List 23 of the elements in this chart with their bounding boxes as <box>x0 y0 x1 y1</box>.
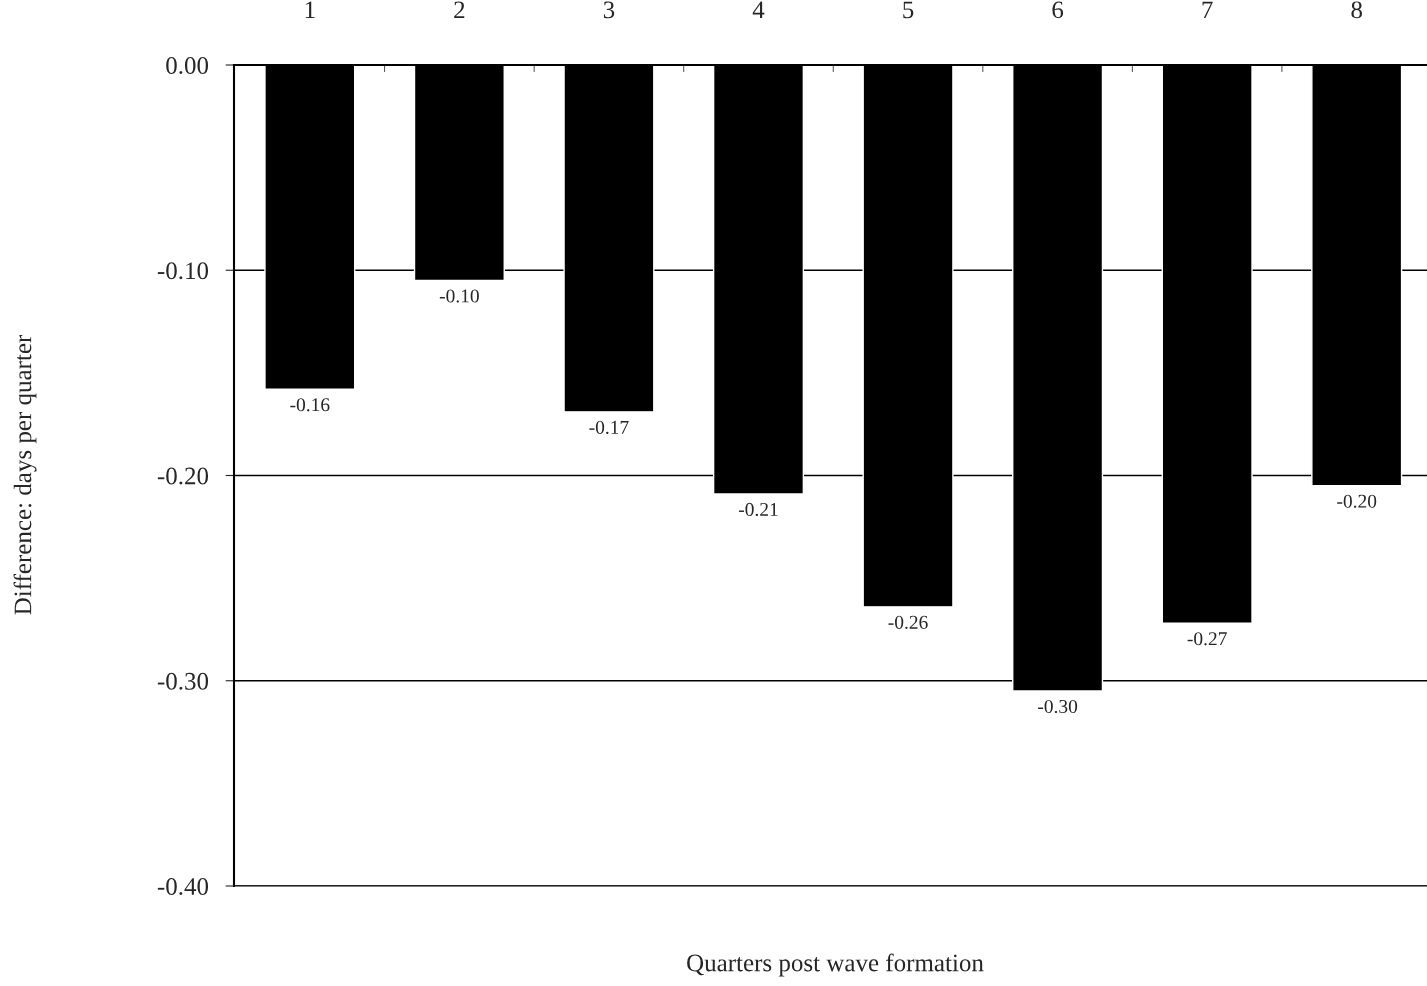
y-tick-label: -0.10 <box>157 262 209 280</box>
x-axis-title: Quarters post wave formation <box>687 953 984 977</box>
y-axis-title: Difference: days per quarter <box>13 334 37 615</box>
x-tick-label: 2 <box>454 1 465 19</box>
x-tick-label: 5 <box>903 1 914 19</box>
x-tick-label: 6 <box>1052 1 1064 19</box>
x-tick-label: 1 <box>305 1 315 19</box>
y-tick-label: -0.30 <box>157 672 209 690</box>
x-tick-label: 8 <box>1351 1 1363 19</box>
data-label: -0.21 <box>738 502 778 517</box>
data-label: -0.17 <box>589 420 629 434</box>
y-tick-label: -0.40 <box>157 878 209 896</box>
y-tick-label: -0.20 <box>157 467 209 485</box>
x-tick-label: 7 <box>1202 1 1213 19</box>
data-label: -0.10 <box>439 289 479 303</box>
data-label: -0.27 <box>1187 632 1227 646</box>
data-label: -0.20 <box>1337 494 1377 508</box>
data-label: -0.16 <box>290 398 330 412</box>
x-tick-label: 4 <box>752 1 765 19</box>
x-tick-label: 3 <box>603 1 615 19</box>
data-label: -0.30 <box>1038 699 1078 714</box>
y-tick-label: 0.00 <box>166 57 209 75</box>
data-label: -0.26 <box>888 615 928 629</box>
